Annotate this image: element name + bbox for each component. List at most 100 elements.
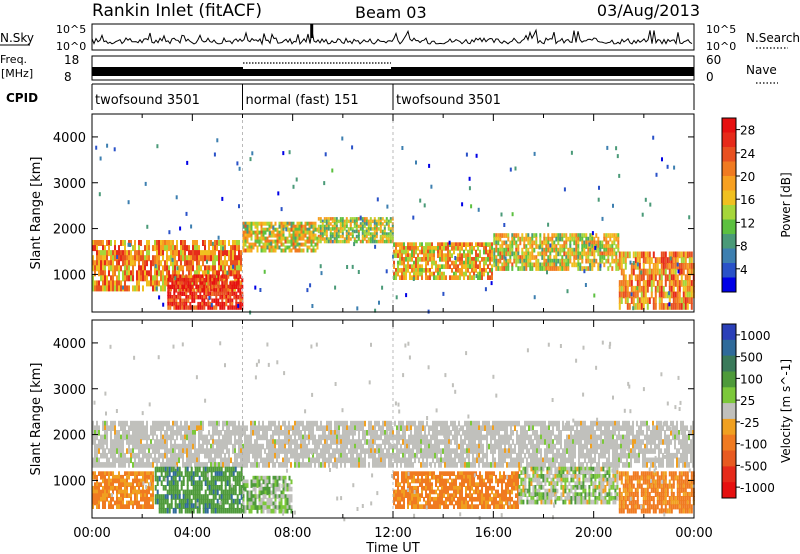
- range-cell: [613, 247, 616, 253]
- range-cell: [160, 240, 162, 246]
- range-cell: [449, 253, 451, 258]
- range-cell: [142, 285, 144, 292]
- range-cell: [238, 250, 240, 257]
- range-cell: [142, 430, 144, 436]
- range-cell: [345, 224, 348, 229]
- range-cell: [544, 457, 546, 464]
- range-cell: [565, 255, 568, 260]
- range-cell: [231, 288, 234, 293]
- range-cell: [420, 452, 422, 459]
- range-cell: [465, 242, 467, 247]
- range-cell: [154, 425, 156, 431]
- range-cell: [128, 443, 130, 450]
- range-cell: [304, 448, 306, 454]
- range-cell: [312, 248, 315, 253]
- range-cell: [282, 439, 284, 445]
- range-cell: [241, 295, 244, 300]
- range-cell: [144, 434, 146, 441]
- range-cell: [682, 257, 685, 264]
- range-cell: [419, 271, 421, 277]
- range-cell: [448, 425, 450, 431]
- range-cell: [114, 430, 116, 436]
- range-cell: [678, 251, 681, 259]
- range-cell: [110, 443, 112, 450]
- range-cell: [375, 224, 378, 229]
- range-cell: [296, 230, 299, 235]
- range-cell: [672, 263, 675, 270]
- range-cell: [349, 227, 352, 231]
- range-cell: [358, 457, 360, 464]
- range-cell: [536, 434, 538, 441]
- range-cell: [489, 268, 491, 273]
- range-cell: [106, 457, 108, 464]
- scatter-cell: [269, 231, 271, 236]
- range-cell: [686, 285, 689, 293]
- range-cell: [543, 240, 546, 246]
- range-cell: [391, 224, 394, 229]
- range-cell: [475, 264, 477, 269]
- range-cell: [531, 240, 534, 246]
- range-cell: [343, 224, 346, 229]
- range-cell: [323, 229, 326, 234]
- range-cell: [185, 277, 188, 283]
- range-cell: [468, 448, 470, 454]
- range-cell: [196, 448, 198, 454]
- range-cell: [446, 457, 448, 464]
- range-cell: [684, 257, 687, 264]
- range-cell: [248, 221, 251, 226]
- range-cell: [250, 236, 253, 241]
- range-cell: [242, 443, 244, 450]
- range-cell: [614, 443, 616, 450]
- range-cell: [536, 452, 538, 459]
- range-cell: [166, 250, 168, 257]
- range-cell: [415, 271, 417, 277]
- range-cell: [334, 448, 336, 454]
- scatter-cell: [597, 197, 600, 202]
- range-cell: [350, 452, 352, 459]
- range-cell: [594, 434, 596, 441]
- range-cell: [531, 244, 534, 249]
- range-cell: [626, 291, 629, 299]
- range-cell: [477, 246, 479, 251]
- range-cell: [479, 268, 481, 273]
- range-cell: [132, 255, 134, 262]
- range-cell: [339, 229, 342, 234]
- freq-tick-bottom: 8: [64, 70, 72, 84]
- range-cell: [676, 280, 679, 287]
- range-cell: [377, 217, 380, 221]
- range-cell: [98, 240, 100, 246]
- range-cell: [188, 439, 190, 445]
- range-cell: [142, 462, 144, 468]
- range-cell: [134, 245, 136, 252]
- range-cell: [458, 457, 460, 464]
- range-cell: [176, 245, 178, 252]
- range-cell: [431, 271, 433, 277]
- range-cell: [234, 457, 236, 464]
- range-cell: [393, 260, 395, 266]
- range-cell: [511, 266, 514, 271]
- range-cell: [224, 255, 226, 262]
- range-cell: [520, 430, 522, 436]
- range-cell: [213, 277, 216, 283]
- range-cell: [219, 291, 222, 296]
- range-cell: [478, 425, 480, 431]
- range-cell: [272, 420, 274, 427]
- range-cell: [160, 425, 162, 431]
- range-cell: [256, 230, 259, 235]
- range-cell: [568, 434, 570, 441]
- range-cell: [256, 452, 258, 459]
- range-cell: [415, 275, 417, 280]
- range-cell: [194, 462, 196, 468]
- range-cell: [510, 420, 512, 427]
- range-cell: [559, 266, 562, 271]
- range-cell: [124, 270, 126, 277]
- range-cell: [341, 239, 344, 244]
- range-cell: [346, 430, 348, 436]
- range-cell: [520, 448, 522, 454]
- range-cell: [102, 285, 104, 292]
- range-cell: [607, 244, 610, 249]
- range-cell: [94, 434, 96, 441]
- range-cell: [110, 462, 112, 468]
- range-cell: [477, 275, 479, 280]
- range-cell: [411, 249, 413, 255]
